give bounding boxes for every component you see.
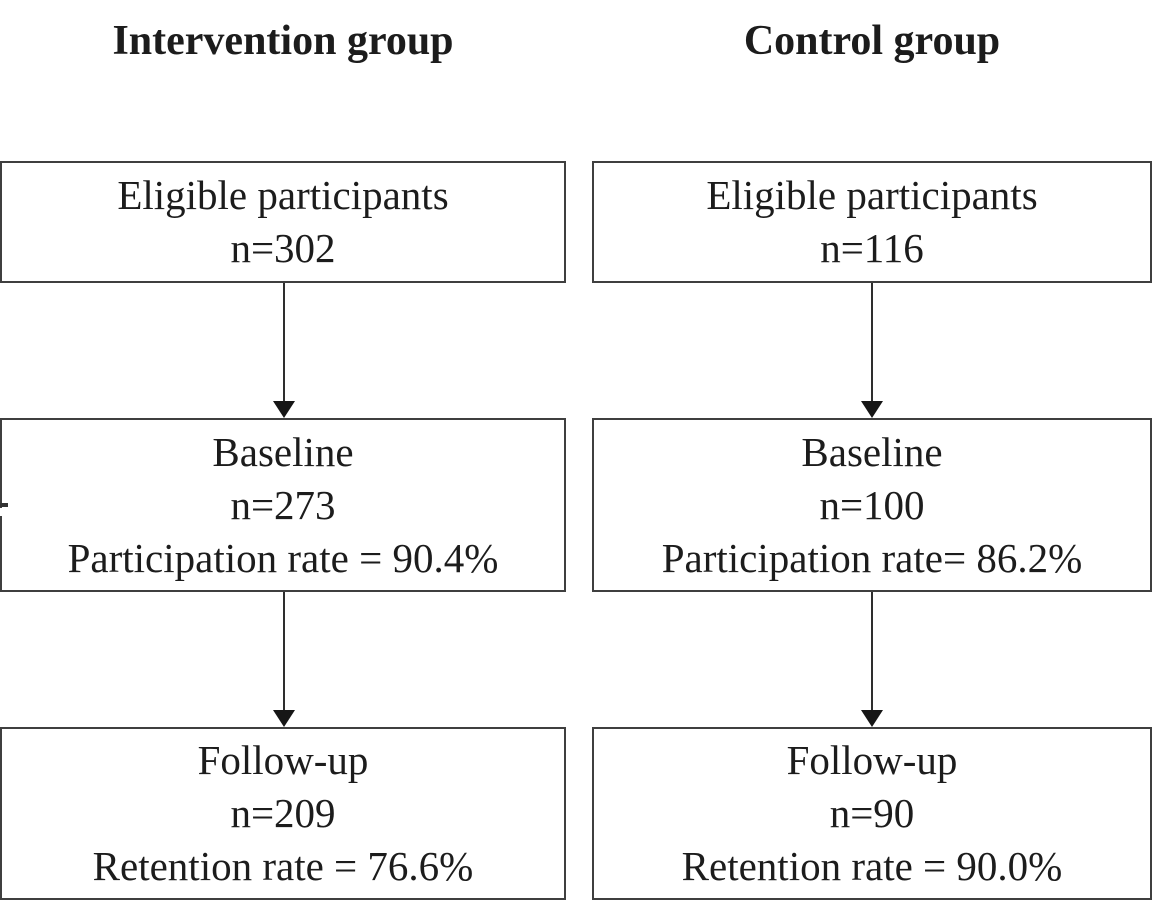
down-arrow-connector <box>273 592 295 727</box>
down-arrow-connector <box>273 283 295 418</box>
box-line-rate: Participation rate = 90.4% <box>67 534 499 581</box>
down-arrow-connector <box>861 283 883 418</box>
box-intervention-followup: Follow-up n=209 Retention rate = 76.6% <box>0 727 566 900</box>
column-header-intervention: Intervention group <box>112 18 454 64</box>
left-edge-artifact-notch <box>0 508 5 516</box>
box-line-label: Follow-up <box>197 737 369 783</box>
box-line-label: Follow-up <box>786 737 958 783</box>
down-arrowhead-icon <box>273 401 295 418</box>
box-intervention-eligible: Eligible participants n=302 <box>0 161 566 283</box>
box-line-label: Eligible participants <box>117 172 449 218</box>
box-intervention-baseline: Baseline n=273 Participation rate = 90.4… <box>0 418 566 592</box>
column-header-control: Control group <box>743 18 1001 64</box>
box-line-count: n=116 <box>820 225 924 271</box>
box-line-rate: Retention rate = 90.0% <box>681 843 1063 889</box>
box-line-label: Baseline <box>212 428 354 475</box>
box-line-count: n=209 <box>230 790 336 836</box>
down-arrowhead-icon <box>861 401 883 418</box>
box-control-followup: Follow-up n=90 Retention rate = 90.0% <box>592 727 1152 900</box>
box-line-label: Eligible participants <box>706 172 1038 218</box>
down-arrowhead-icon <box>273 710 295 727</box>
box-line-count: n=302 <box>230 225 336 271</box>
box-line-rate: Retention rate = 76.6% <box>92 843 474 889</box>
box-line-rate: Participation rate= 86.2% <box>661 534 1083 581</box>
arrow-stem <box>871 592 873 711</box>
box-line-count: n=273 <box>230 481 336 528</box>
box-line-count: n=100 <box>819 481 925 528</box>
box-control-eligible: Eligible participants n=116 <box>592 161 1152 283</box>
box-line-label: Baseline <box>801 428 943 475</box>
arrow-stem <box>283 283 285 402</box>
arrow-stem <box>871 283 873 402</box>
box-line-count: n=90 <box>829 790 915 836</box>
box-control-baseline: Baseline n=100 Participation rate= 86.2% <box>592 418 1152 592</box>
arrow-stem <box>283 592 285 711</box>
down-arrow-connector <box>861 592 883 727</box>
down-arrowhead-icon <box>861 710 883 727</box>
left-edge-artifact-dash <box>0 503 8 507</box>
